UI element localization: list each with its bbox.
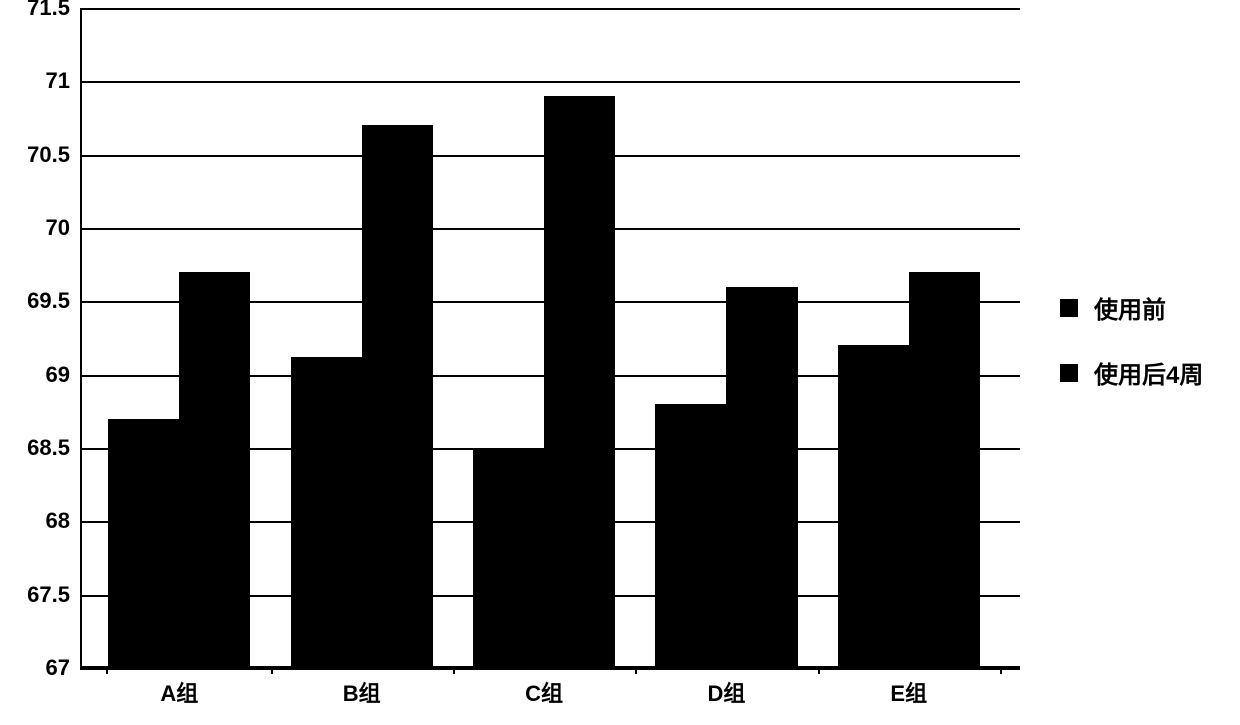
y-tick-label: 67.5 xyxy=(27,582,80,608)
bar xyxy=(179,272,250,668)
y-tick-label: 70.5 xyxy=(27,142,80,168)
bar xyxy=(108,419,179,668)
legend-item: 使用前 xyxy=(1060,290,1203,325)
x-tick-mark xyxy=(453,668,455,674)
bar xyxy=(909,272,980,668)
legend-label: 使用后4周 xyxy=(1094,355,1203,390)
legend: 使用前使用后4周 xyxy=(1060,290,1203,390)
y-tick-label: 69 xyxy=(46,362,80,388)
chart-container: 6767.56868.56969.57070.57171.5A组B组C组D组E组… xyxy=(0,0,1240,725)
bar xyxy=(726,287,797,668)
legend-label: 使用前 xyxy=(1094,290,1166,325)
bar xyxy=(362,125,433,668)
x-tick-mark xyxy=(1000,668,1002,674)
x-tick-label: B组 xyxy=(343,668,381,708)
y-axis xyxy=(80,8,82,668)
x-tick-label: C组 xyxy=(525,668,563,708)
x-tick-mark xyxy=(106,668,108,674)
x-tick-mark xyxy=(635,668,637,674)
legend-item: 使用后4周 xyxy=(1060,355,1203,390)
y-tick-label: 67 xyxy=(46,655,80,681)
y-tick-label: 68.5 xyxy=(27,435,80,461)
legend-swatch xyxy=(1060,364,1078,382)
bar xyxy=(838,345,909,668)
x-tick-label: D组 xyxy=(707,668,745,708)
gridline xyxy=(80,8,1020,10)
y-tick-label: 71.5 xyxy=(27,0,80,21)
y-tick-label: 71 xyxy=(46,68,80,94)
bar xyxy=(473,448,544,668)
plot-area: 6767.56868.56969.57070.57171.5A组B组C组D组E组 xyxy=(80,8,1020,668)
bar xyxy=(655,404,726,668)
y-tick-label: 69.5 xyxy=(27,288,80,314)
legend-swatch xyxy=(1060,299,1078,317)
bar xyxy=(291,357,362,668)
x-tick-mark xyxy=(818,668,820,674)
x-tick-mark xyxy=(271,668,273,674)
x-tick-label: E组 xyxy=(890,668,927,708)
y-tick-label: 70 xyxy=(46,215,80,241)
y-tick-label: 68 xyxy=(46,508,80,534)
bar xyxy=(544,96,615,668)
gridline xyxy=(80,81,1020,83)
x-tick-label: A组 xyxy=(160,668,198,708)
